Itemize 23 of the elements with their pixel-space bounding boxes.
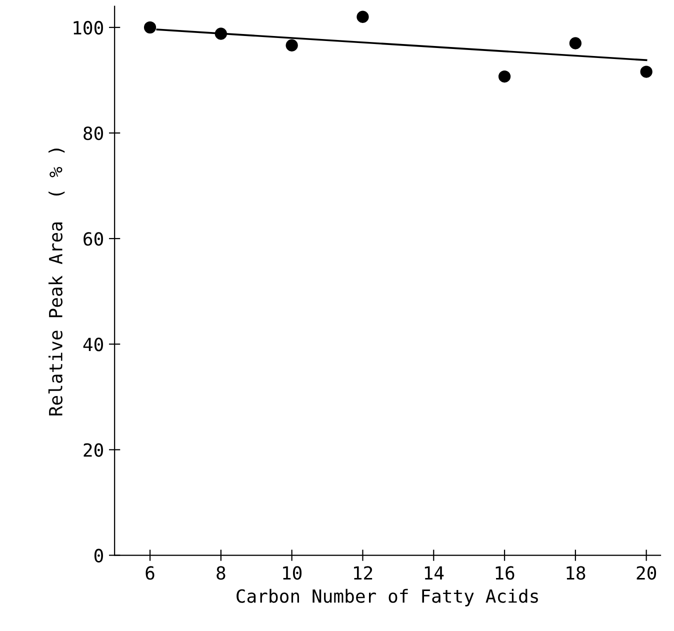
point <box>356 10 369 23</box>
x-tick-label: 8 <box>216 566 226 580</box>
y-tick-label: 100 <box>74 20 103 35</box>
x-tick-label: 16 <box>496 566 514 580</box>
x-tick-label: 20 <box>636 566 656 580</box>
y-axis-title: Relative Peak Area ( % ) <box>48 148 65 416</box>
point <box>144 21 156 34</box>
point <box>214 28 228 40</box>
y-tick-label: 80 <box>84 126 103 140</box>
x-tick-label: 10 <box>283 566 302 580</box>
y-tick-label: 0 <box>94 548 103 562</box>
x-tick-label: 12 <box>354 566 372 580</box>
y-tick-label: 40 <box>83 338 103 352</box>
y-tick-label: 60 <box>84 232 103 246</box>
x-tick-label: 18 <box>566 566 586 580</box>
point <box>569 37 582 50</box>
point <box>640 66 652 78</box>
x-tick-label: 14 <box>424 566 444 580</box>
x-tick-label: 6 <box>146 566 154 580</box>
point <box>286 39 298 52</box>
y-tick-label: 20 <box>84 443 103 457</box>
point <box>498 70 511 83</box>
x-axis-title: Carbon Number of Fatty Acids <box>236 588 538 606</box>
